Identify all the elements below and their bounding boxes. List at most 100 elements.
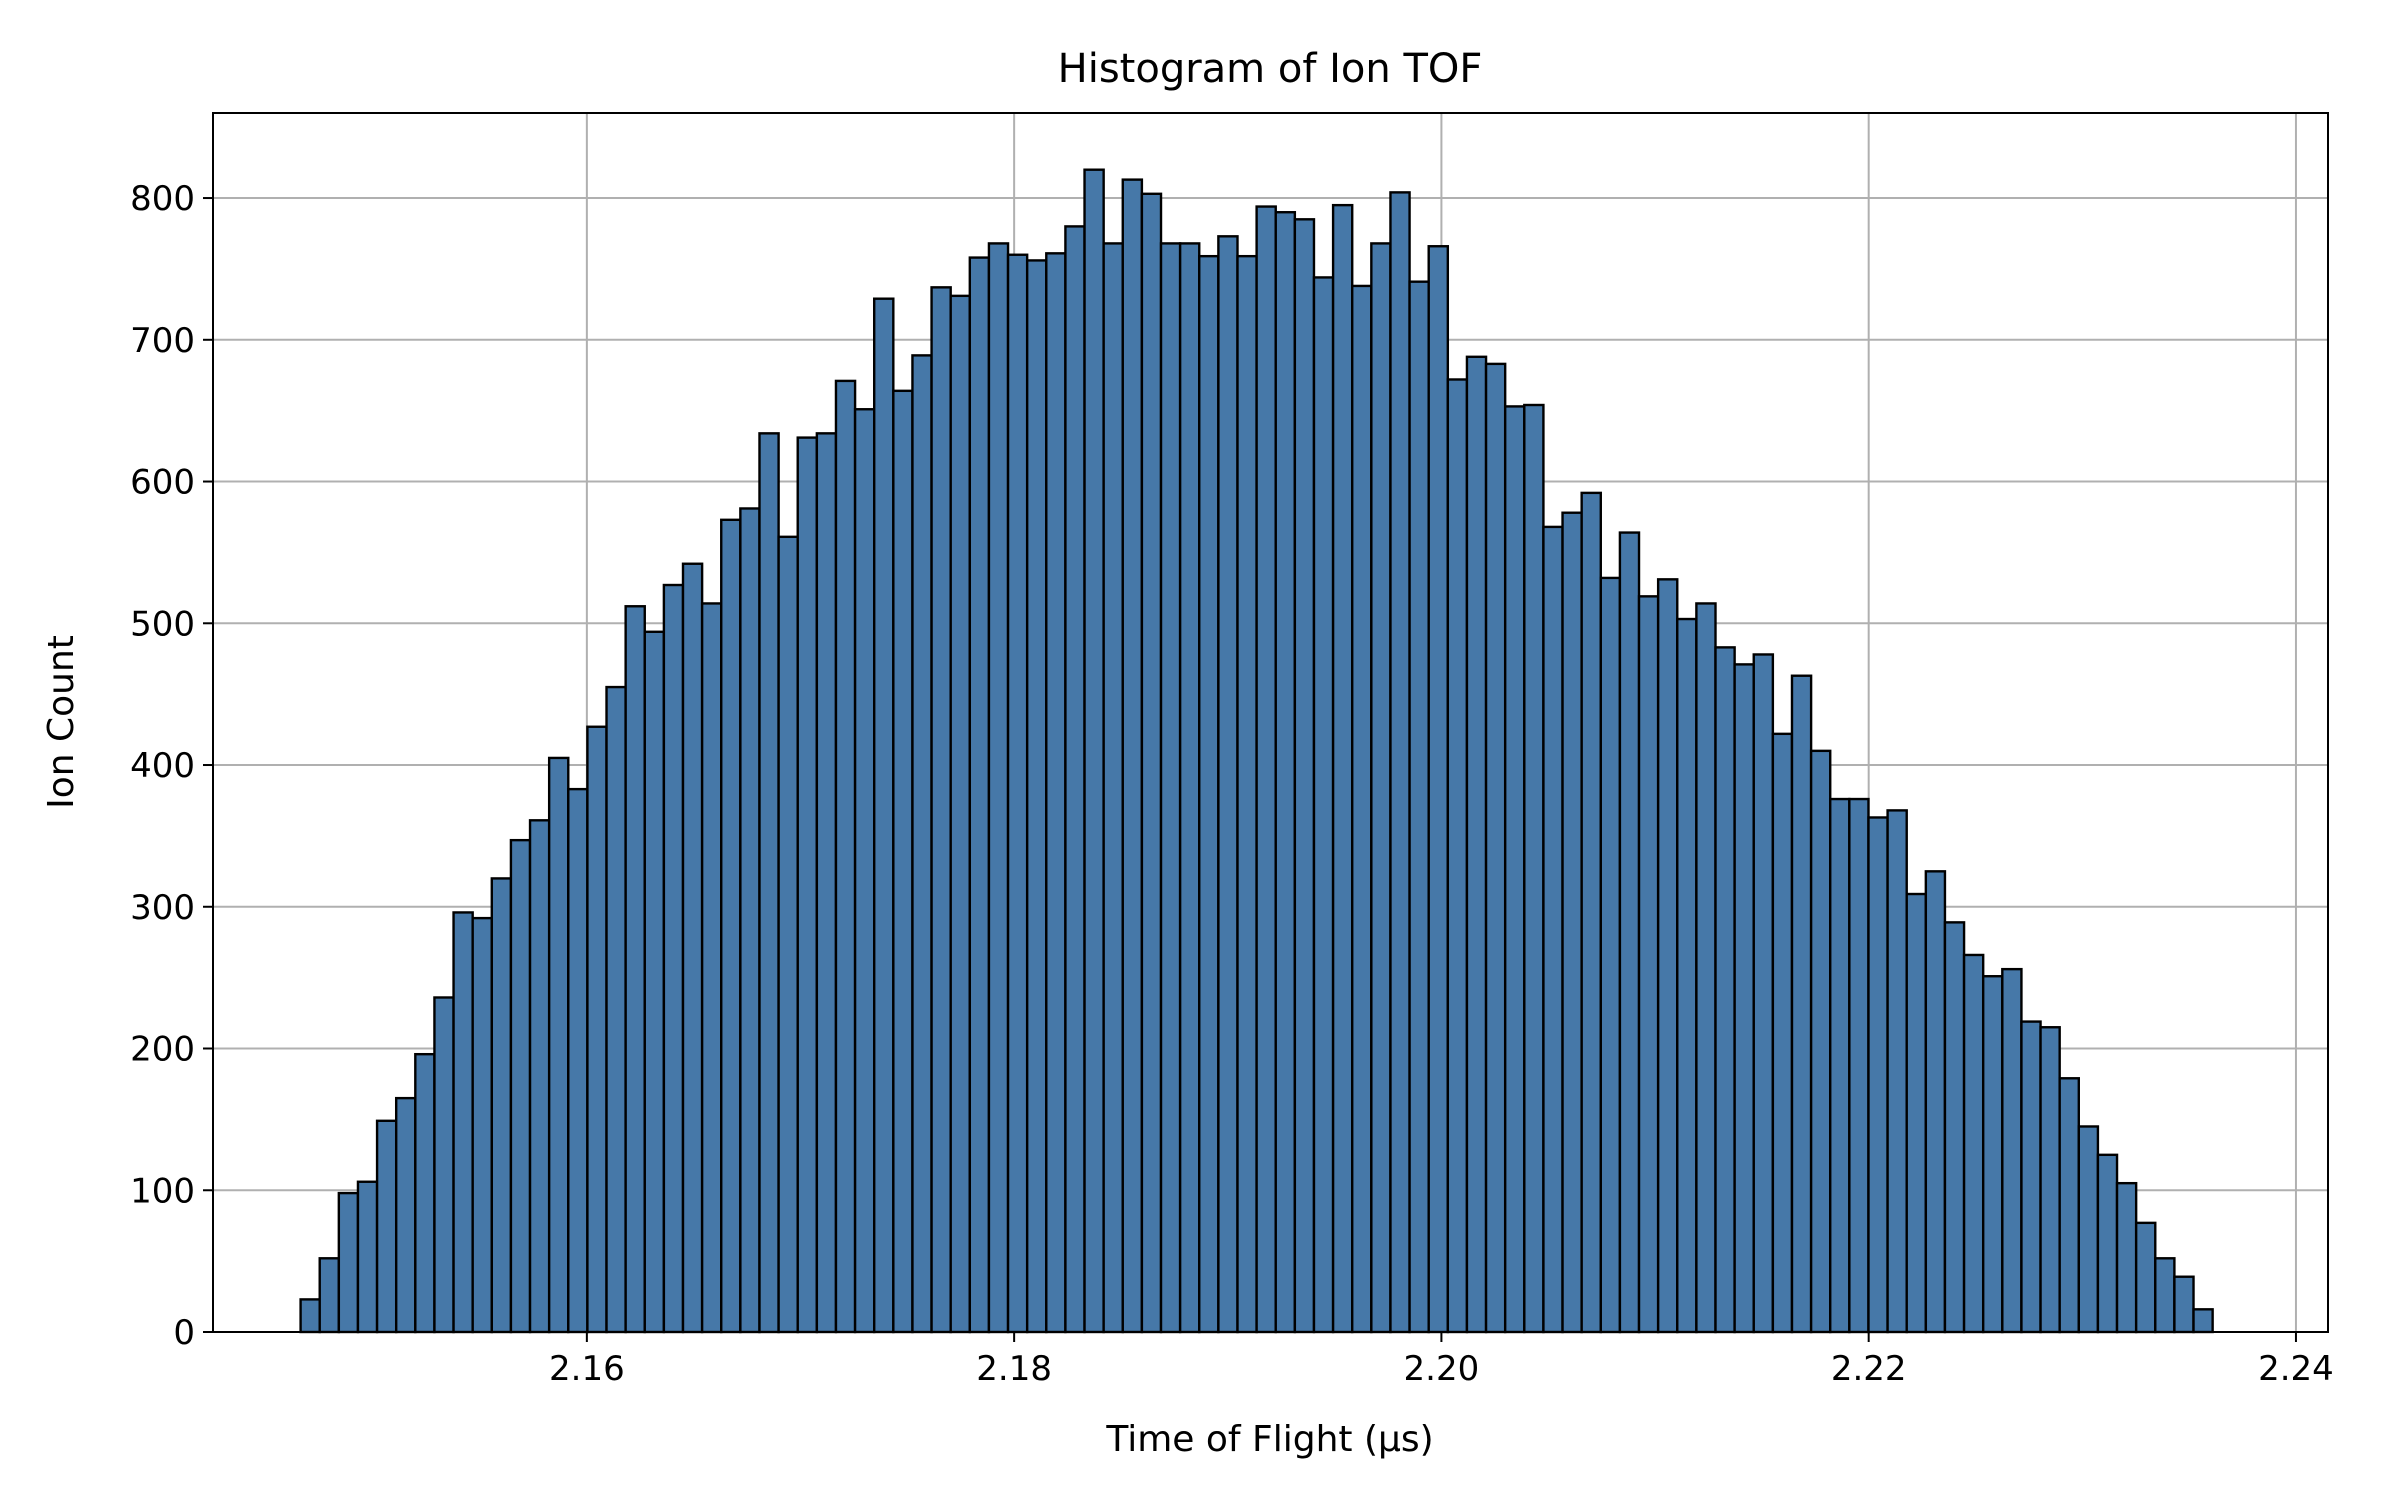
histogram-bar [987,242,1010,1334]
histogram-bar [968,256,991,1334]
histogram-bar [777,535,799,1334]
histogram-bar [1217,235,1239,1334]
histogram-bar [1733,663,1755,1334]
histogram-bar [1274,211,1297,1334]
histogram-bar [1083,168,1105,1334]
histogram-bar [1561,511,1583,1334]
x-tick-label: 2.20 [1404,1349,1480,1389]
histogram-bar [911,354,933,1334]
x-tick-label: 2.22 [1831,1349,1907,1389]
chart-title: Histogram of Ion TOF [1058,46,1483,92]
histogram-bar [1121,178,1144,1334]
y-axis-label: Ion Count [41,635,82,809]
histogram-bar [528,819,551,1334]
x-tick-label: 2.16 [549,1349,625,1389]
histogram-bar [490,877,513,1334]
histogram-bar [567,787,589,1334]
plot-frame [212,112,2329,1333]
histogram-bar [853,408,876,1334]
histogram-bar [1351,284,1373,1334]
histogram-bar [1427,245,1450,1334]
histogram-bar [1255,205,1277,1334]
histogram-bar [1523,403,1545,1334]
y-tick-label: 400 [130,746,195,786]
histogram-bar [299,1298,321,1334]
histogram-bar [2192,1308,2214,1334]
histogram-bar [1465,355,1488,1334]
histogram-bar [394,1096,417,1334]
histogram-bar [1331,203,1354,1334]
histogram-bar [586,725,608,1334]
histogram-bar [2115,1181,2138,1334]
histogram-bar [1408,280,1430,1334]
histogram-bar [2134,1221,2157,1334]
histogram-bar [1064,225,1086,1334]
y-tick-label: 0 [173,1313,195,1353]
histogram-bar [1829,797,1851,1334]
histogram-bar [547,756,570,1334]
histogram-bar [930,286,952,1334]
histogram-bar [433,996,455,1334]
y-tick-label: 500 [130,604,195,644]
histogram-bar [1981,975,2004,1334]
histogram-bar [1370,242,1392,1334]
histogram-bar [2096,1153,2119,1334]
y-tick-label: 600 [130,463,195,503]
histogram-bar [1140,192,1163,1334]
histogram-bar [509,838,532,1334]
x-tick-label: 2.18 [976,1349,1052,1389]
x-tick-label: 2.24 [2258,1349,2334,1389]
histogram-bar [1656,578,1679,1334]
histogram-bar [643,630,666,1334]
histogram-bar [2058,1077,2080,1334]
histogram-bar [815,432,838,1334]
histogram-bar [873,297,895,1334]
histogram-bar [681,562,704,1334]
histogram-bar [1312,276,1335,1334]
histogram-bar [720,518,742,1334]
histogram-bar [1618,531,1641,1334]
histogram-bar [949,294,972,1334]
histogram-bar [1886,809,1908,1334]
histogram-bar [2020,1020,2042,1334]
histogram-bar [1503,405,1526,1334]
histogram-bar [700,602,723,1334]
histogram-bar [2039,1026,2061,1334]
histogram-bar [1771,732,1794,1334]
histogram-bar [1962,953,1985,1334]
histogram-bar [318,1257,341,1334]
histogram-bar [892,389,914,1334]
histogram-bar [2001,967,2023,1334]
histogram-bar [1695,602,1717,1334]
histogram-bar [1159,242,1182,1334]
histogram-bar [375,1119,398,1334]
histogram-bar [1752,653,1775,1334]
histogram-bar [834,379,857,1334]
histogram-bar [624,605,646,1334]
y-tick-label: 200 [130,1030,195,1070]
histogram-bar [662,583,685,1334]
y-tick-label: 800 [130,179,195,219]
histogram-bar [1045,252,1067,1334]
histogram-bar [471,916,493,1334]
histogram-bar [1867,816,1889,1334]
histogram-bar [1905,892,1928,1334]
histogram-bar [605,685,627,1334]
histogram-bar [1178,242,1201,1334]
histogram-bar [1025,259,1048,1334]
histogram-bar [1943,921,1966,1334]
histogram-bar [2077,1125,2100,1334]
histogram-bar [1389,191,1411,1334]
histogram-bar [739,507,761,1334]
histogram-bar [452,911,474,1334]
histogram-bar [1637,595,1660,1334]
histogram-bar [1293,218,1316,1334]
histogram-bar [1580,491,1602,1334]
histogram-bar [1006,253,1029,1334]
histogram-bar [1809,749,1832,1334]
histogram-bar [1714,646,1736,1334]
histogram-bar [356,1180,379,1334]
histogram-bar [796,436,819,1334]
histogram-bar [1848,797,1870,1334]
histogram-bar [1102,242,1124,1334]
